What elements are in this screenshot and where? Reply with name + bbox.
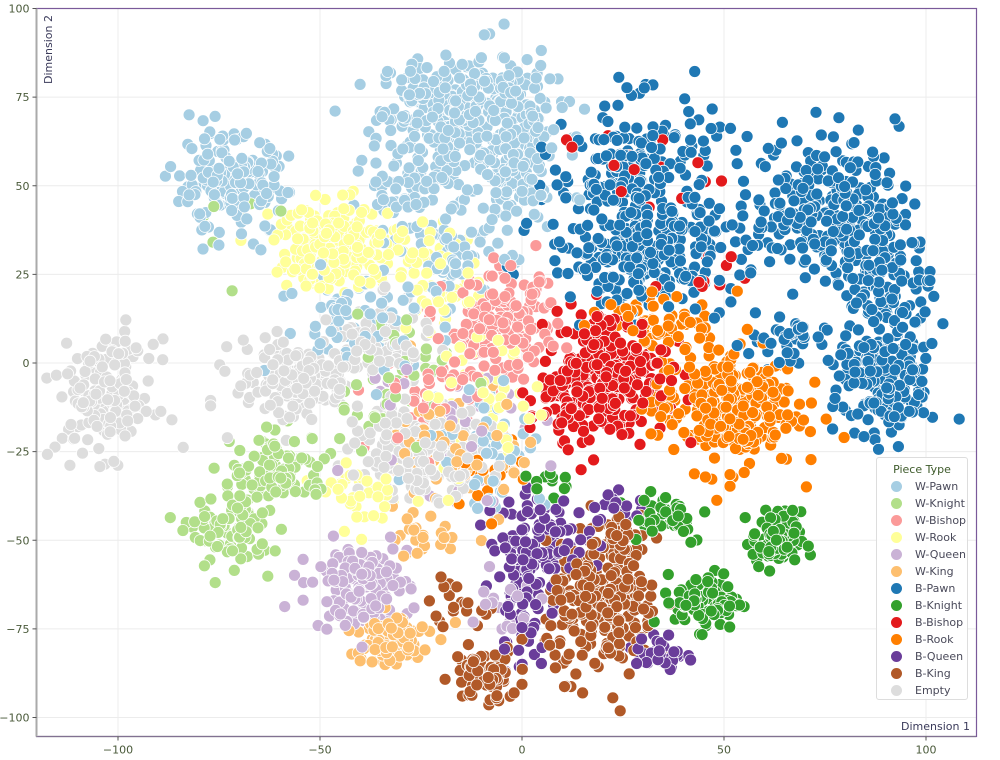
legend-label: B-Queen [915,650,964,663]
legend-marker-icon [891,634,902,645]
legend-label: B-Bishop [915,616,964,629]
legend-label: B-Pawn [915,582,956,595]
legend-marker-icon [891,498,902,509]
legend-label: W-Knight [915,497,965,510]
y-tick-label: −25 [6,446,29,459]
x-axis-ticks: −100 −50 0 50 100 [103,736,937,757]
legend-label: B-Knight [915,599,963,612]
legend-marker-icon [891,668,902,679]
x-tick-label: −50 [308,744,331,757]
legend-item-b-bishop: B-Bishop [877,614,967,631]
legend-label: B-King [915,667,951,680]
legend-label: Empty [915,684,951,697]
x-axis-label: Dimension 1 [901,720,970,733]
legend-label: W-Rook [915,531,957,544]
legend-item-b-king: B-King [877,665,967,682]
y-tick-label: −50 [6,534,29,547]
y-tick-label: −100 [0,712,30,725]
legend-item-w-queen: W-Queen [877,546,967,563]
legend-label: B-Rook [915,633,954,646]
legend-item-w-pawn: W-Pawn [877,478,967,495]
x-tick-label: −100 [103,744,133,757]
legend-item-b-rook: B-Rook [877,631,967,648]
legend-item-b-pawn: B-Pawn [877,580,967,597]
legend-marker-icon [891,583,902,594]
legend-marker-icon [891,566,902,577]
legend-items: W-Pawn W-Knight W-Bishop W-Rook W-Queen W-Kin… [877,478,967,699]
legend-item-w-knight: W-Knight [877,495,967,512]
legend-title: Piece Type [893,463,951,476]
legend-label: W-Bishop [915,514,967,527]
legend: Piece Type W-Pawn W-Knight W-Bishop W-Rook W… [876,457,968,700]
data-points [40,17,966,718]
legend-marker-icon [891,651,902,662]
legend-marker-icon [891,515,902,526]
legend-item-b-knight: B-Knight [877,597,967,614]
legend-item-w-king: W-King [877,563,967,580]
y-tick-label: 25 [16,268,30,281]
legend-marker-icon [891,600,902,611]
y-tick-label: 0 [23,357,30,370]
legend-marker-icon [891,617,902,628]
legend-item-w-rook: W-Rook [877,529,967,546]
legend-item-b-queen: B-Queen [877,648,967,665]
legend-item-w-bishop: W-Bishop [877,512,967,529]
x-tick-label: 50 [717,744,731,757]
legend-label: W-Queen [915,548,966,561]
legend-item-empty: Empty [877,682,967,699]
y-tick-label: 50 [16,180,30,193]
legend-label: W-King [915,565,954,578]
y-tick-label: 100 [9,3,30,16]
legend-marker-icon [891,549,902,560]
legend-marker-icon [891,532,902,543]
x-tick-label: 100 [916,744,937,757]
legend-label: W-Pawn [915,480,959,493]
y-tick-label: −75 [6,623,29,636]
y-axis-ticks: 100 75 50 25 0 −25 −50 −75 −100 [0,3,37,725]
y-tick-label: 75 [16,91,30,104]
y-axis-label: Dimension 2 [42,15,55,84]
legend-marker-icon [891,481,902,492]
legend-marker-icon [891,685,902,696]
x-tick-label: 0 [519,744,526,757]
